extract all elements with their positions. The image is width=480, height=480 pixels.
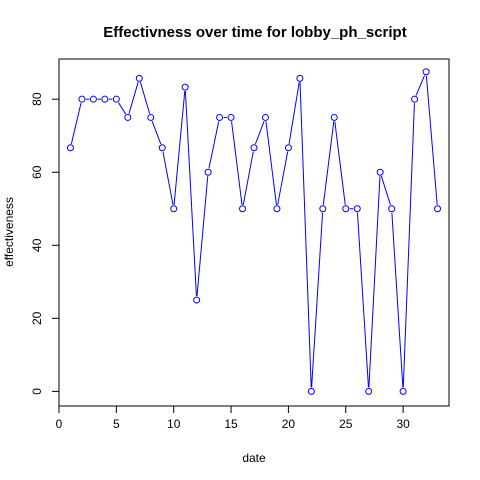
data-point — [434, 205, 442, 213]
x-tick-label: 0 — [56, 417, 63, 431]
series-line-segment — [265, 121, 277, 205]
series-line-segment — [322, 121, 335, 205]
series-line-segment — [380, 175, 391, 206]
x-tick-label: 30 — [396, 417, 410, 431]
data-point — [319, 205, 327, 213]
series-line-segment — [425, 75, 438, 205]
series-line-segment — [391, 212, 404, 388]
data-point — [181, 83, 189, 91]
series-line-segment — [288, 82, 300, 144]
data-point — [239, 205, 247, 213]
data-point — [422, 68, 430, 76]
series-line-segment — [402, 103, 415, 388]
data-point — [296, 74, 304, 82]
series-line-segment — [118, 102, 127, 115]
series-line-segment — [139, 82, 151, 114]
series-line-segment — [254, 121, 265, 145]
series-line-segment — [162, 151, 174, 205]
y-tick-label: 40 — [30, 238, 44, 252]
x-tick-label: 15 — [224, 417, 238, 431]
data-point — [193, 296, 201, 304]
data-point — [399, 387, 407, 395]
data-point — [365, 387, 373, 395]
x-tick-label: 25 — [339, 417, 353, 431]
series-line-segment — [70, 102, 82, 144]
data-point — [135, 74, 143, 82]
series-layer — [66, 68, 442, 395]
series-line-segment — [128, 82, 139, 114]
series-line-segment — [311, 212, 324, 388]
data-point — [158, 144, 166, 152]
y-tick-label: 0 — [30, 388, 44, 395]
data-point — [101, 95, 109, 103]
series-line-segment — [196, 176, 209, 297]
data-point — [112, 95, 120, 103]
y-tick-label: 60 — [30, 165, 44, 179]
x-tick-label: 10 — [167, 417, 181, 431]
data-point — [124, 113, 132, 121]
y-tick-label: 80 — [30, 92, 44, 106]
data-point — [89, 95, 97, 103]
data-point — [227, 113, 235, 121]
series-line-segment — [277, 151, 289, 205]
data-point — [342, 205, 350, 213]
y-tick-label: 20 — [30, 311, 44, 325]
data-point — [376, 168, 384, 176]
data-point — [66, 144, 74, 152]
series-line-segment — [151, 121, 162, 145]
data-point — [216, 113, 224, 121]
series-line-segment — [415, 75, 425, 96]
data-point — [250, 144, 258, 152]
x-axis: 0 5 10 15 20 25 30 — [56, 405, 410, 431]
data-point — [388, 205, 396, 213]
y-axis-label: effectiveness — [2, 197, 16, 267]
series-line-segment — [208, 121, 220, 169]
data-point — [78, 95, 86, 103]
data-point — [307, 387, 315, 395]
data-point — [170, 205, 178, 213]
data-point — [353, 205, 361, 213]
data-point — [411, 95, 419, 103]
data-point — [147, 113, 155, 121]
series-line-segment — [334, 121, 346, 205]
series-line-segment — [184, 91, 197, 297]
chart-title: Effectivness over time for lobby_ph_scri… — [103, 24, 406, 41]
x-tick-label: 5 — [113, 417, 120, 431]
data-point — [261, 113, 269, 121]
series-line-segment — [173, 91, 186, 205]
x-tick-label: 20 — [282, 417, 296, 431]
data-point — [330, 113, 338, 121]
plot-frame — [58, 58, 450, 407]
series-line-segment — [231, 121, 243, 205]
series-line-segment — [356, 212, 369, 388]
x-axis-label: date — [242, 451, 266, 465]
series-line-segment — [299, 82, 312, 388]
series-line-segment — [368, 176, 381, 388]
series-line-segment — [242, 151, 254, 205]
data-point — [273, 205, 281, 213]
data-point — [204, 168, 212, 176]
y-axis: 0 20 40 60 80 — [30, 92, 60, 395]
data-point — [284, 144, 292, 152]
